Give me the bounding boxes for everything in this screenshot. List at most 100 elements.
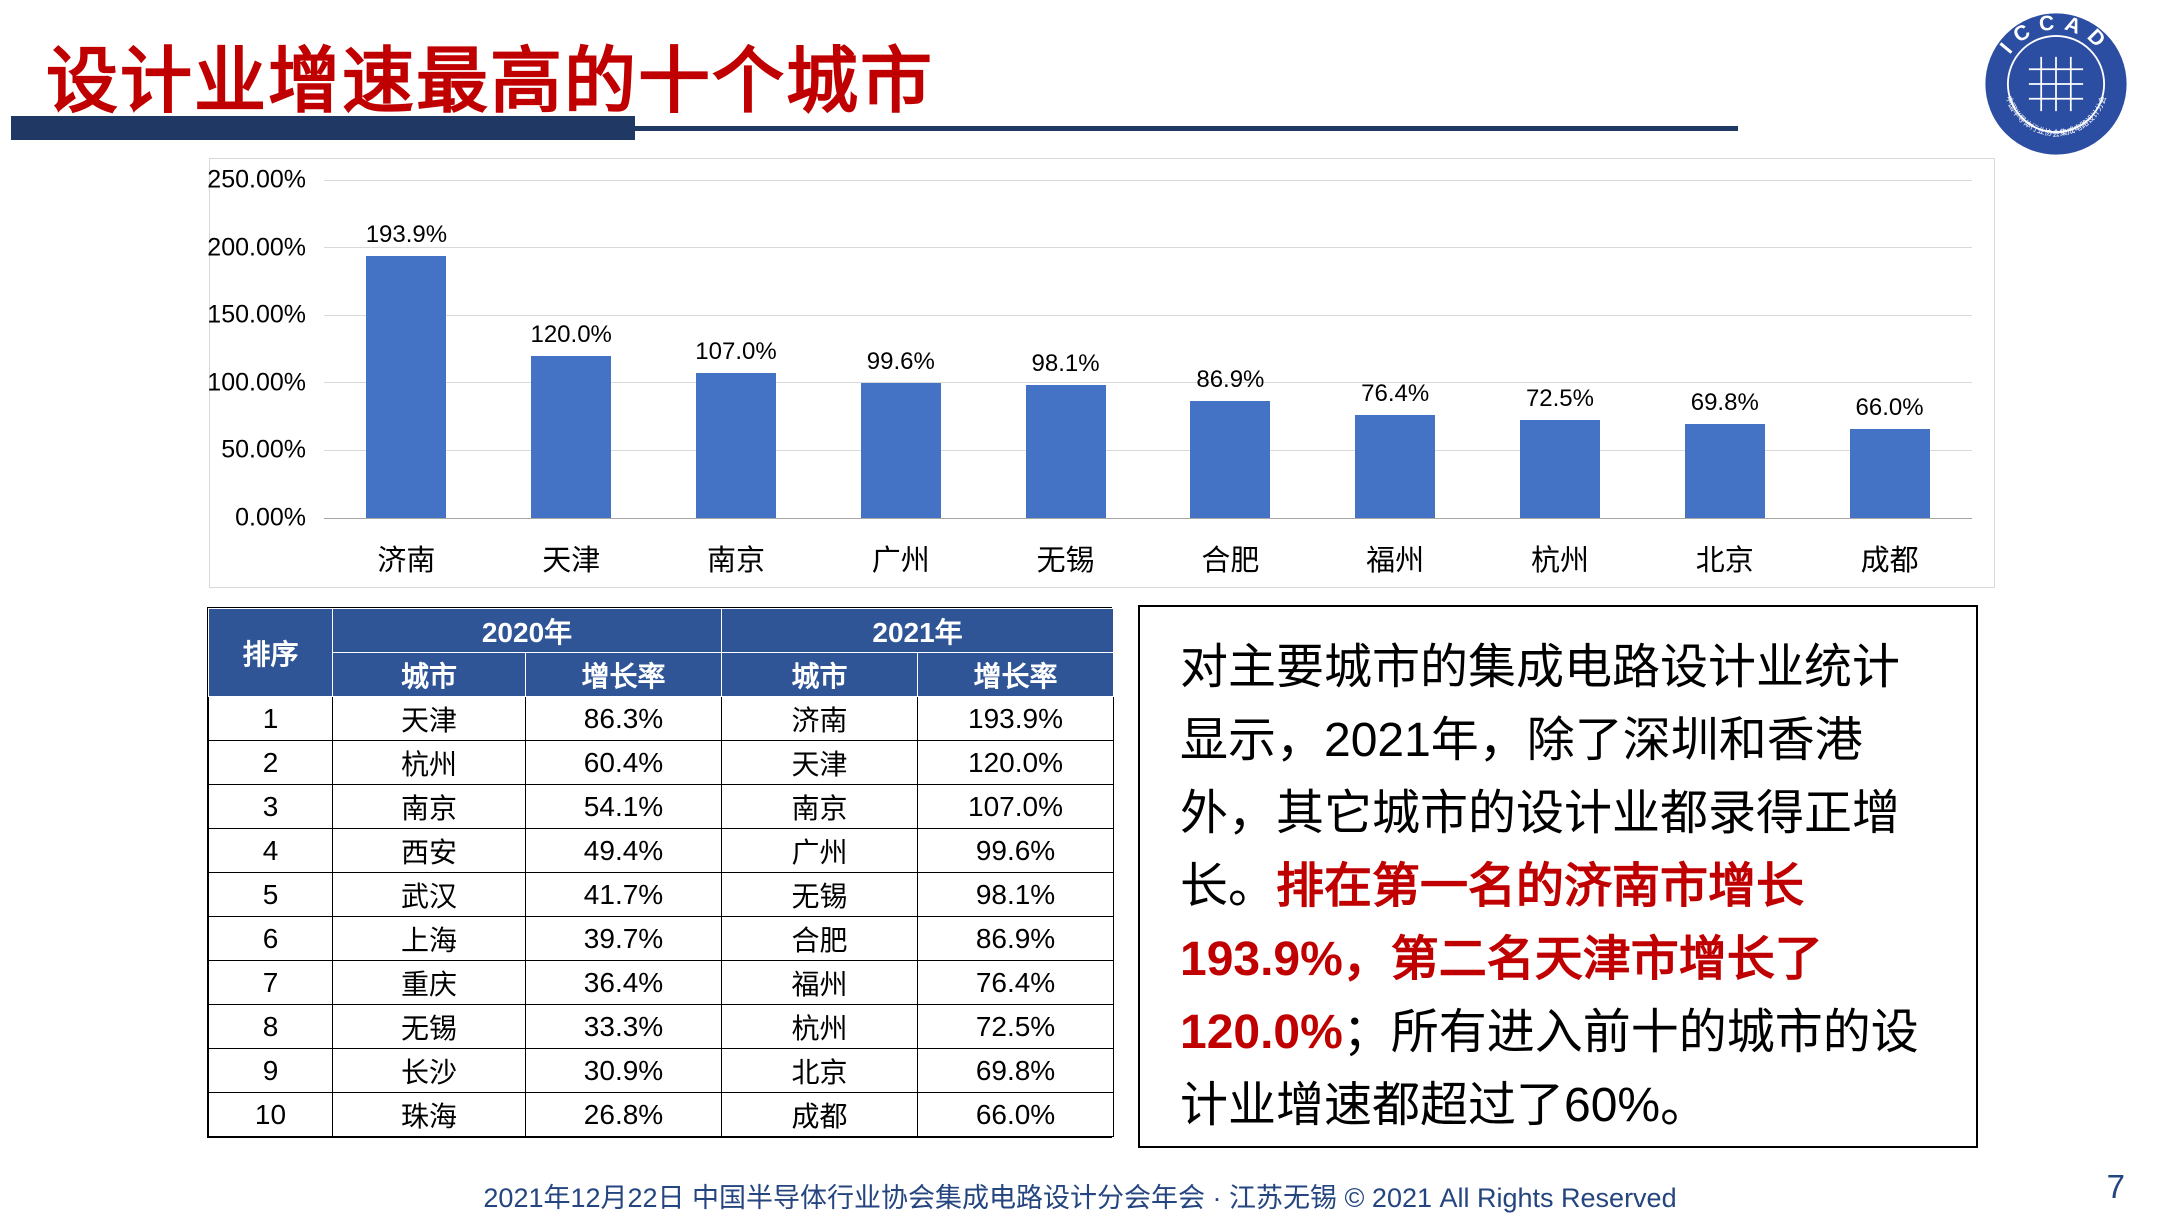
gridline — [324, 517, 1972, 519]
bar — [1190, 400, 1271, 518]
gridline — [324, 382, 1972, 384]
header-growth-2021: 增长率 — [917, 652, 1115, 697]
y-tick-label: 0.00% — [235, 503, 306, 532]
header-rank: 排序 — [208, 608, 333, 697]
bar-column: 107.0% — [654, 180, 819, 518]
page-title: 设计业增速最高的十个城市 — [46, 42, 935, 122]
bar-value-label: 69.8% — [1690, 388, 1759, 416]
x-tick-label: 福州 — [1366, 545, 1425, 577]
table-row: 4 西安 49.4% 广州 99.6% — [208, 828, 1115, 873]
table-cell: 广州 — [721, 828, 919, 873]
bar-value-label: 120.0% — [530, 320, 612, 348]
bar-column: 72.5% — [1478, 180, 1643, 518]
bar-series: 193.9% 120.0% 107.0% 99.6% 98.1% 86.9% 76.4% 72… — [324, 180, 1972, 518]
table-cell: 上海 — [332, 916, 526, 961]
table-cell: 2 — [208, 740, 333, 785]
y-tick-label: 50.00% — [221, 435, 306, 464]
table-cell: 4 — [208, 828, 333, 873]
table-cell: 39.7% — [524, 916, 723, 961]
x-tick-label: 合肥 — [1201, 545, 1260, 577]
table-cell: 30.9% — [524, 1048, 723, 1093]
bar-value-label: 99.6% — [866, 348, 935, 376]
y-tick-label: 150.00% — [207, 300, 306, 329]
table-cell: 合肥 — [721, 916, 919, 961]
growth-chart: 250.00% 200.00% 150.00% 100.00% 50.00% 0.00% … — [207, 158, 1995, 588]
table-cell: 重庆 — [332, 960, 526, 1005]
bar — [1025, 385, 1106, 518]
table-cell: 193.9% — [917, 696, 1115, 741]
bar — [1849, 428, 1930, 518]
table-cell: 26.8% — [524, 1092, 723, 1137]
table-cell: 南京 — [721, 784, 919, 829]
ranking-table: 排序 2020年 2021年 城市 增长率 城市 增长率 1 天津 86.3% 济南 1… — [208, 608, 1115, 1137]
plot-area: 193.9% 120.0% 107.0% 99.6% 98.1% 86.9% 76.4% 72… — [324, 179, 1972, 519]
table-cell: 41.7% — [524, 872, 723, 917]
table-cell: 33.3% — [524, 1004, 723, 1049]
bar-column: 86.9% — [1148, 180, 1313, 518]
note-box: 对主要城市的集成电路设计业统计显示，2021年，除了深圳和香港外，其它城市的设计… — [1138, 605, 1978, 1148]
table-cell: 9 — [208, 1048, 333, 1093]
y-tick-label: 250.00% — [207, 165, 306, 194]
bar-value-label: 86.9% — [1196, 365, 1265, 393]
x-tick-label: 杭州 — [1530, 545, 1589, 577]
table-cell: 10 — [208, 1092, 333, 1137]
table-cell: 99.6% — [917, 828, 1115, 873]
x-tick-label: 天津 — [542, 545, 601, 577]
bar-column: 99.6% — [818, 180, 983, 518]
bar — [1519, 419, 1600, 518]
table-cell: 8 — [208, 1004, 333, 1049]
x-tick-label: 无锡 — [1036, 545, 1095, 577]
note-text-part1: 对主要城市的集成电路设计业统计显示，2021年，除了深圳和香港外，其它城市的设计… — [1180, 641, 1901, 913]
table-row: 8 无锡 33.3% 杭州 72.5% — [208, 1004, 1115, 1049]
table-cell: 天津 — [332, 696, 526, 741]
header-year-2021: 2021年 — [721, 608, 1115, 653]
bar-value-label: 72.5% — [1525, 384, 1594, 412]
bar-value-label: 66.0% — [1855, 393, 1924, 421]
table-row: 9 长沙 30.9% 北京 69.8% — [208, 1048, 1115, 1093]
table-cell: 西安 — [332, 828, 526, 873]
iccad-logo: ICCAD 中国半导体行业协会集成电路设计分会 — [1983, 11, 2129, 157]
table-cell: 长沙 — [332, 1048, 526, 1093]
y-axis-labels: 250.00% 200.00% 150.00% 100.00% 50.00% 0.00% — [207, 166, 314, 532]
bar — [1684, 423, 1765, 518]
gridline — [324, 247, 1972, 249]
bar-column: 66.0% — [1807, 180, 1972, 518]
table-cell: 120.0% — [917, 740, 1115, 785]
x-tick-label: 北京 — [1695, 545, 1754, 577]
table-row: 6 上海 39.7% 合肥 86.9% — [208, 916, 1115, 961]
bar-value-label: 107.0% — [695, 338, 777, 366]
ranking-table-container: 排序 2020年 2021年 城市 增长率 城市 增长率 1 天津 86.3% 济南 1… — [207, 607, 1115, 1138]
table-cell: 武汉 — [332, 872, 526, 917]
bar — [695, 373, 776, 518]
bar-column: 76.4% — [1313, 180, 1478, 518]
bar-column: 120.0% — [489, 180, 654, 518]
table-cell: 72.5% — [917, 1004, 1115, 1049]
table-cell: 49.4% — [524, 828, 723, 873]
table-cell: 7 — [208, 960, 333, 1005]
bar-column: 69.8% — [1642, 180, 1807, 518]
x-axis-labels: 济南 天津 南京 广州 无锡 合肥 福州 杭州 北京 成都 — [324, 537, 1972, 579]
table-cell: 107.0% — [917, 784, 1115, 829]
table-row: 10 珠海 26.8% 成都 66.0% — [208, 1092, 1115, 1137]
note-highlight: 排在第一名的济南市增长193.9%，第二名天津市增长了120.0% — [1180, 860, 1823, 1059]
header-year-2020: 2020年 — [331, 608, 723, 653]
header-city-2021: 城市 — [721, 652, 919, 697]
table-cell: 5 — [208, 872, 333, 917]
table-cell: 无锡 — [332, 1004, 526, 1049]
bar — [860, 383, 941, 518]
table-cell: 76.4% — [917, 960, 1115, 1005]
x-tick-label: 广州 — [871, 545, 930, 577]
table-cell: 54.1% — [524, 784, 723, 829]
table-cell: 南京 — [332, 784, 526, 829]
table-cell: 北京 — [721, 1048, 919, 1093]
table-cell: 济南 — [721, 696, 919, 741]
table-cell: 3 — [208, 784, 333, 829]
gridline — [324, 449, 1972, 451]
table-cell: 66.0% — [917, 1092, 1115, 1137]
table-cell: 成都 — [721, 1092, 919, 1137]
bar-value-label: 193.9% — [365, 220, 448, 248]
table-cell: 1 — [208, 696, 333, 741]
note-text-part2: ；所有进入前十的城市的设计业增速都超过了60%。 — [1180, 1006, 1919, 1132]
bar-value-label: 76.4% — [1361, 379, 1430, 407]
